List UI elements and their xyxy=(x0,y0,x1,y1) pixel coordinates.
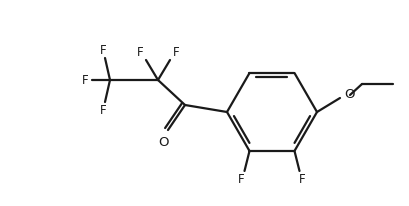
Text: F: F xyxy=(299,173,305,186)
Text: F: F xyxy=(81,74,88,87)
Text: F: F xyxy=(172,46,179,59)
Text: F: F xyxy=(99,103,106,117)
Text: O: O xyxy=(158,136,169,149)
Text: O: O xyxy=(343,88,354,101)
Text: F: F xyxy=(238,173,244,186)
Text: F: F xyxy=(99,43,106,56)
Text: F: F xyxy=(136,46,143,59)
